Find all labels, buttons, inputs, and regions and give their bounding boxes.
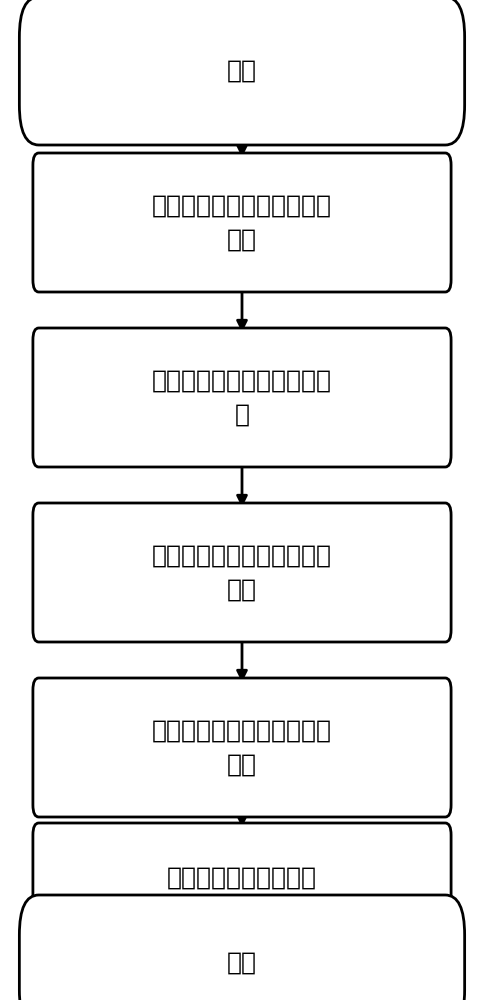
- Text: 均值漂移聚类分析筛选: 均值漂移聚类分析筛选: [167, 865, 317, 890]
- FancyBboxPatch shape: [19, 0, 465, 145]
- FancyBboxPatch shape: [33, 328, 451, 467]
- Text: 多幅关键帧合成为单幅红外
图像: 多幅关键帧合成为单幅红外 图像: [152, 544, 332, 601]
- FancyBboxPatch shape: [33, 678, 451, 817]
- FancyBboxPatch shape: [33, 503, 451, 642]
- Text: 结束: 结束: [227, 950, 257, 974]
- Text: 开始: 开始: [227, 59, 257, 83]
- Text: 提取红外视频序列中的关键
帧: 提取红外视频序列中的关键 帧: [152, 369, 332, 426]
- Text: 提取图像中锂电池热点的直
方图: 提取图像中锂电池热点的直 方图: [152, 719, 332, 776]
- Text: 锂电池主动加热与红外视频
获取: 锂电池主动加热与红外视频 获取: [152, 194, 332, 251]
- FancyBboxPatch shape: [19, 895, 465, 1000]
- FancyBboxPatch shape: [33, 823, 451, 932]
- FancyBboxPatch shape: [33, 153, 451, 292]
